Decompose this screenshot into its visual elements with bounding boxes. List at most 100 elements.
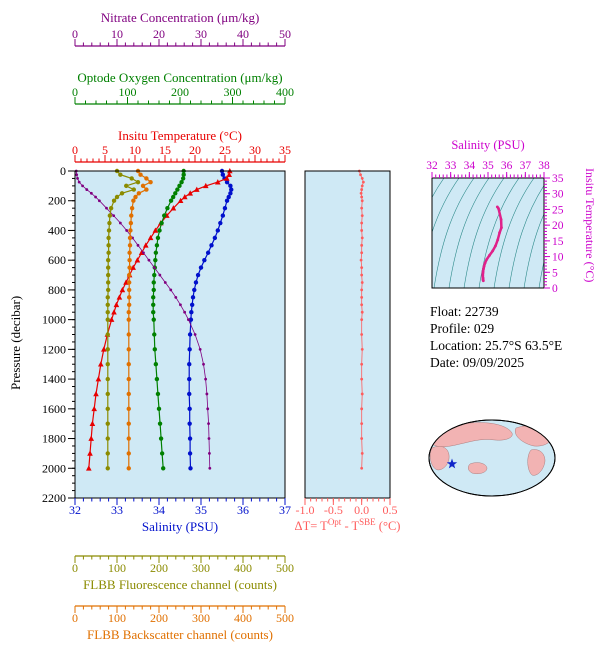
marker bbox=[118, 172, 123, 177]
dt-label-sup-sbe: SBE bbox=[359, 517, 376, 527]
marker bbox=[105, 466, 110, 471]
marker bbox=[360, 303, 364, 307]
tick-label: 1200 bbox=[42, 342, 66, 356]
ts-salinity-title: Salinity (PSU) bbox=[451, 138, 525, 152]
marker bbox=[498, 231, 501, 235]
axis-ts-salinity bbox=[431, 172, 545, 178]
marker bbox=[360, 229, 364, 232]
marker bbox=[202, 362, 205, 366]
tick-label: -0.5 bbox=[324, 503, 343, 517]
tick-label: 300 bbox=[192, 561, 210, 575]
tick-label: 35 bbox=[279, 143, 291, 157]
marker bbox=[226, 171, 232, 178]
marker bbox=[126, 287, 132, 293]
tick-label: 34 bbox=[464, 160, 476, 172]
marker bbox=[168, 198, 174, 203]
marker bbox=[189, 310, 194, 315]
tick-label: 37 bbox=[520, 160, 532, 172]
tick-label: 1800 bbox=[42, 432, 66, 446]
marker bbox=[209, 243, 214, 248]
marker bbox=[119, 191, 125, 196]
marker bbox=[126, 451, 131, 456]
tick-label: 20 bbox=[552, 220, 564, 232]
marker bbox=[152, 227, 159, 233]
marker bbox=[155, 235, 161, 241]
dt-label-post: (°C) bbox=[375, 519, 401, 534]
marker bbox=[91, 405, 97, 412]
marker bbox=[143, 242, 149, 248]
marker bbox=[107, 220, 112, 226]
info-location: Location: 25.7°S 63.5°E bbox=[430, 338, 563, 353]
tick-label: -1.0 bbox=[296, 503, 315, 517]
info-profile: Profile: 029 bbox=[430, 321, 495, 336]
marker bbox=[126, 295, 132, 300]
tick-label: 0.5 bbox=[383, 503, 398, 517]
marker bbox=[360, 221, 364, 225]
marker bbox=[156, 406, 162, 412]
marker bbox=[127, 257, 132, 263]
tick-label: 0 bbox=[72, 561, 78, 575]
marker bbox=[151, 302, 156, 307]
tick-label: 0 bbox=[72, 611, 78, 625]
marker bbox=[482, 264, 486, 268]
marker bbox=[136, 191, 142, 196]
dt-label-mid: - T bbox=[341, 519, 360, 534]
marker bbox=[127, 235, 133, 241]
marker bbox=[119, 286, 126, 293]
tick-label: 400 bbox=[234, 611, 252, 625]
marker bbox=[187, 362, 192, 367]
marker bbox=[360, 362, 364, 366]
marker bbox=[105, 302, 110, 307]
marker bbox=[360, 310, 364, 314]
marker bbox=[127, 250, 132, 255]
tick-label: 30 bbox=[195, 27, 207, 41]
marker bbox=[360, 333, 364, 336]
dt-panel-border bbox=[304, 170, 391, 499]
dt-label-sup-opt: Opt bbox=[327, 517, 342, 527]
marker bbox=[151, 280, 156, 285]
marker bbox=[179, 303, 182, 307]
tick-label: 15 bbox=[159, 143, 171, 157]
marker bbox=[193, 333, 197, 336]
ts-temperature-title: Insitu Temperature (°C) bbox=[583, 168, 597, 283]
marker bbox=[105, 421, 110, 426]
marker bbox=[134, 257, 141, 263]
marker bbox=[360, 273, 364, 277]
marker bbox=[152, 332, 157, 337]
marker bbox=[360, 195, 364, 199]
marker bbox=[190, 295, 196, 300]
marker bbox=[359, 258, 363, 262]
marker bbox=[207, 437, 211, 440]
marker bbox=[147, 234, 154, 241]
marker bbox=[188, 466, 193, 471]
marker bbox=[147, 258, 151, 262]
marker bbox=[85, 188, 89, 191]
marker bbox=[212, 235, 218, 241]
tick-label: 1600 bbox=[42, 402, 66, 416]
marker bbox=[98, 361, 104, 367]
marker bbox=[125, 229, 129, 232]
tick-label: 0 bbox=[72, 85, 78, 99]
marker bbox=[204, 377, 208, 381]
marker bbox=[193, 280, 199, 285]
tick-label: 35 bbox=[195, 503, 207, 517]
marker bbox=[105, 257, 111, 263]
tick-label: 2000 bbox=[42, 461, 66, 475]
axis-title-oxygen: Optode Oxygen Concentration (μm/kg) bbox=[77, 70, 283, 85]
tick-label: 25 bbox=[219, 143, 231, 157]
marker bbox=[87, 450, 93, 456]
marker bbox=[163, 281, 167, 284]
marker bbox=[360, 236, 364, 240]
axis-nitrate bbox=[74, 39, 286, 47]
marker bbox=[222, 205, 228, 211]
marker bbox=[195, 272, 201, 278]
tick-label: 400 bbox=[48, 223, 66, 237]
marker bbox=[360, 422, 364, 426]
marker bbox=[208, 466, 212, 470]
tick-label: 400 bbox=[276, 85, 294, 99]
marker bbox=[106, 228, 112, 233]
marker bbox=[359, 173, 362, 177]
marker bbox=[106, 235, 111, 241]
marker bbox=[105, 206, 108, 210]
tick-label: 0.0 bbox=[354, 503, 369, 517]
